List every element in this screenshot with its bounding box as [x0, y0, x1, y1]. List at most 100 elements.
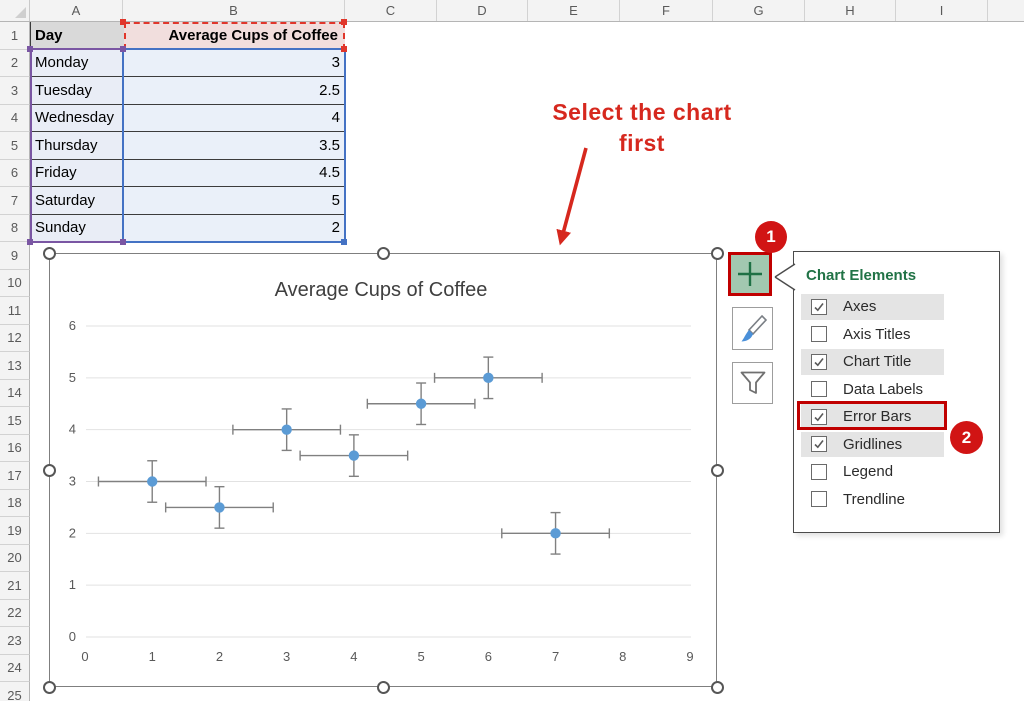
row-header-10[interactable]: 10	[0, 269, 30, 297]
cell-day[interactable]: Sunday	[31, 214, 124, 242]
column-header-G[interactable]: G	[713, 0, 805, 21]
data-point-sunday[interactable]	[501, 511, 611, 555]
data-point-tuesday[interactable]	[164, 485, 274, 529]
range-handle[interactable]	[27, 239, 33, 245]
chart-resize-handle[interactable]	[377, 681, 390, 694]
cell-value[interactable]: 4.5	[124, 159, 345, 187]
cell-day[interactable]: Wednesday	[31, 104, 124, 132]
row-header-14[interactable]: 14	[0, 379, 30, 407]
row-header-11[interactable]: 11	[0, 297, 30, 325]
row-header-17[interactable]: 17	[0, 462, 30, 490]
range-handle[interactable]	[27, 46, 33, 52]
scatter-chart[interactable]: Average Cups of Coffee 0 1 2 3 4 5 6 0 1 2 3 4 5 6 7 8 9	[50, 254, 716, 686]
row-header-18[interactable]: 18	[0, 489, 30, 517]
chart-area[interactable]: Average Cups of Coffee 0 1 2 3 4 5 6 0 1 2 3 4 5 6 7 8 9	[49, 253, 717, 687]
row-header-13[interactable]: 13	[0, 352, 30, 380]
chart-data-points[interactable]	[97, 356, 611, 555]
cell-value[interactable]: 5	[124, 187, 345, 215]
cell-value[interactable]: 3	[124, 49, 345, 77]
row-header-4[interactable]: 4	[0, 104, 30, 132]
cell-value[interactable]: 2	[124, 214, 345, 242]
chart-title[interactable]: Average Cups of Coffee	[275, 279, 488, 301]
checkbox-trendline[interactable]	[811, 491, 827, 508]
column-header-B[interactable]: B	[123, 0, 345, 21]
chart-resize-handle[interactable]	[377, 247, 390, 260]
menu-item-error-bars[interactable]: Error Bars	[794, 401, 999, 431]
range-handle[interactable]	[120, 19, 126, 25]
menu-item-axes[interactable]: Axes	[794, 293, 999, 321]
column-header-E[interactable]: E	[528, 0, 620, 21]
chart-resize-handle[interactable]	[43, 247, 56, 260]
range-handle[interactable]	[341, 19, 347, 25]
chart-resize-handle[interactable]	[43, 681, 56, 694]
chart-resize-handle[interactable]	[711, 464, 724, 477]
data-point-monday[interactable]	[97, 460, 207, 503]
checkbox-legend[interactable]	[811, 463, 827, 480]
range-handle[interactable]	[120, 239, 126, 245]
row-header-23[interactable]: 23	[0, 627, 30, 655]
column-header-A[interactable]: A	[30, 0, 123, 21]
checkbox-gridlines[interactable]	[811, 436, 827, 453]
row-header-8[interactable]: 8	[0, 214, 30, 242]
chart-elements-button[interactable]	[728, 252, 772, 296]
chart-filters-button[interactable]	[732, 362, 773, 404]
checkbox-chart-title[interactable]	[811, 353, 827, 370]
column-header-H[interactable]: H	[805, 0, 896, 21]
cell-day[interactable]: Saturday	[31, 187, 124, 215]
data-point-thursday[interactable]	[299, 434, 409, 478]
row-header-19[interactable]: 19	[0, 517, 30, 545]
row-header-9[interactable]: 9	[0, 242, 30, 270]
row-header-16[interactable]: 16	[0, 434, 30, 462]
range-handle[interactable]	[341, 239, 347, 245]
checkbox-data-labels[interactable]	[811, 381, 827, 398]
row-header-7[interactable]: 7	[0, 187, 30, 215]
menu-item-axis-titles[interactable]: Axis Titles	[794, 321, 999, 349]
chart-resize-handle[interactable]	[711, 681, 724, 694]
menu-item-highlight	[801, 404, 944, 430]
row-header-6[interactable]: 6	[0, 159, 30, 187]
row-header-3[interactable]: 3	[0, 77, 30, 105]
range-handle[interactable]	[120, 46, 126, 52]
cell-b1-series-header[interactable]: Average Cups of Coffee	[124, 22, 345, 50]
menu-item-chart-title[interactable]: Chart Title	[794, 348, 999, 376]
menu-item-gridlines[interactable]: Gridlines	[794, 431, 999, 459]
cell-day[interactable]: Tuesday	[31, 77, 124, 105]
row-header-12[interactable]: 12	[0, 324, 30, 352]
data-point-saturday[interactable]	[433, 356, 543, 400]
checkbox-axes[interactable]	[811, 298, 827, 315]
data-point-wednesday[interactable]	[232, 408, 342, 452]
chart-resize-handle[interactable]	[711, 247, 724, 260]
cell-day[interactable]: Monday	[31, 49, 124, 77]
row-header-22[interactable]: 22	[0, 599, 30, 627]
row-header-21[interactable]: 21	[0, 572, 30, 600]
menu-item-label: Chart Title	[843, 353, 912, 371]
cell-a1-day-header[interactable]: Day	[31, 22, 124, 50]
row-header-5[interactable]: 5	[0, 132, 30, 160]
cell-day[interactable]: Thursday	[31, 132, 124, 160]
data-point-friday[interactable]	[366, 382, 476, 426]
table-row: Monday 3	[31, 49, 345, 77]
column-header-I[interactable]: I	[896, 0, 988, 21]
cell-value[interactable]: 3.5	[124, 132, 345, 160]
column-header-C[interactable]: C	[345, 0, 437, 21]
row-header-25[interactable]: 25	[0, 682, 30, 701]
select-all-corner[interactable]	[0, 0, 30, 21]
column-header-D[interactable]: D	[437, 0, 528, 21]
cell-day[interactable]: Friday	[31, 159, 124, 187]
row-header-1[interactable]: 1	[0, 22, 30, 50]
range-handle[interactable]	[341, 46, 347, 52]
row-header-15[interactable]: 15	[0, 407, 30, 435]
menu-item-data-labels[interactable]: Data Labels	[794, 376, 999, 404]
cell-value[interactable]: 4	[124, 104, 345, 132]
row-header-20[interactable]: 20	[0, 544, 30, 572]
row-header-24[interactable]: 24	[0, 654, 30, 682]
row-header-2[interactable]: 2	[0, 49, 30, 77]
menu-item-trendline[interactable]: Trendline	[794, 486, 999, 514]
chart-resize-handle[interactable]	[43, 464, 56, 477]
column-header-F[interactable]: F	[620, 0, 713, 21]
chart-styles-button[interactable]	[732, 307, 773, 350]
cell-value[interactable]: 2.5	[124, 77, 345, 105]
checkbox-axis-titles[interactable]	[811, 326, 827, 343]
checkbox-error-bars[interactable]	[811, 408, 827, 425]
menu-item-legend[interactable]: Legend	[794, 458, 999, 486]
